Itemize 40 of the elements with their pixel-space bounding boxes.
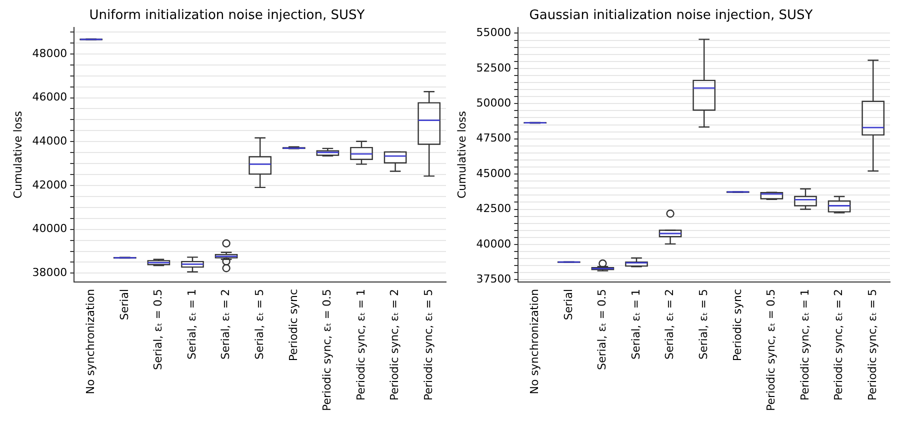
- x-tick-label: Periodic sync, εₜ = 2: [388, 288, 402, 401]
- y-tick-label: 50000: [476, 96, 512, 110]
- x-tick-label: Serial, εₜ = 2: [663, 288, 676, 360]
- y-axis-title: Cumulative loss: [455, 110, 468, 199]
- y-tick-label: 45000: [476, 166, 512, 180]
- x-tick-label: Serial, εₜ = 5: [696, 288, 710, 360]
- x-tick-label: Periodic sync, εₜ = 5: [866, 288, 879, 401]
- x-tick-label: Serial, εₜ = 0.5: [596, 288, 609, 370]
- x-tick-label: Periodic sync, εₜ = 1: [354, 288, 368, 401]
- x-tick-label: Periodic sync, εₜ = 2: [832, 288, 846, 401]
- x-tick-label: Serial, εₜ = 0.5: [152, 288, 165, 370]
- x-tick-label: Serial, εₜ = 2: [219, 288, 232, 360]
- y-tick-label: 55000: [476, 26, 512, 40]
- y-tick-label: 52500: [476, 61, 512, 74]
- y-tick-label: 38000: [32, 266, 68, 280]
- y-tick-label: 40000: [476, 237, 512, 250]
- x-tick-label: Periodic sync: [286, 288, 300, 362]
- y-tick-label: 40000: [32, 222, 68, 236]
- x-tick-label: Serial: [562, 288, 575, 320]
- y-tick-label: 37500: [476, 272, 512, 286]
- x-tick-label: Periodic sync, εₜ = 5: [422, 288, 435, 401]
- x-tick-label: Periodic sync, εₜ = 0.5: [320, 288, 334, 412]
- y-tick-label: 48000: [32, 46, 68, 60]
- x-tick-label: Periodic sync, εₜ = 1: [798, 288, 812, 401]
- y-tick-label: 47500: [476, 132, 512, 145]
- x-tick-label: No synchronization: [528, 288, 541, 394]
- x-tick-label: Serial, εₜ = 1: [185, 288, 198, 360]
- x-tick-label: No synchronization: [84, 288, 97, 394]
- y-tick-label: 46000: [32, 90, 68, 104]
- x-tick-label: Serial, εₜ = 5: [252, 288, 266, 360]
- x-tick-label: Periodic sync: [730, 288, 744, 362]
- chart-title: Gaussian initialization noise injection, SUSY: [529, 8, 813, 24]
- y-axis-title: Cumulative loss: [11, 110, 24, 199]
- chart-title: Uniform initialization noise injection, SUSY: [89, 8, 365, 24]
- y-tick-label: 42000: [32, 178, 68, 192]
- y-tick-label: 44000: [32, 134, 68, 148]
- y-tick-label: 42500: [476, 202, 512, 216]
- x-tick-label: Serial: [118, 288, 131, 320]
- x-tick-label: Serial, εₜ = 1: [629, 288, 642, 360]
- x-tick-label: Periodic sync, εₜ = 0.5: [764, 288, 778, 412]
